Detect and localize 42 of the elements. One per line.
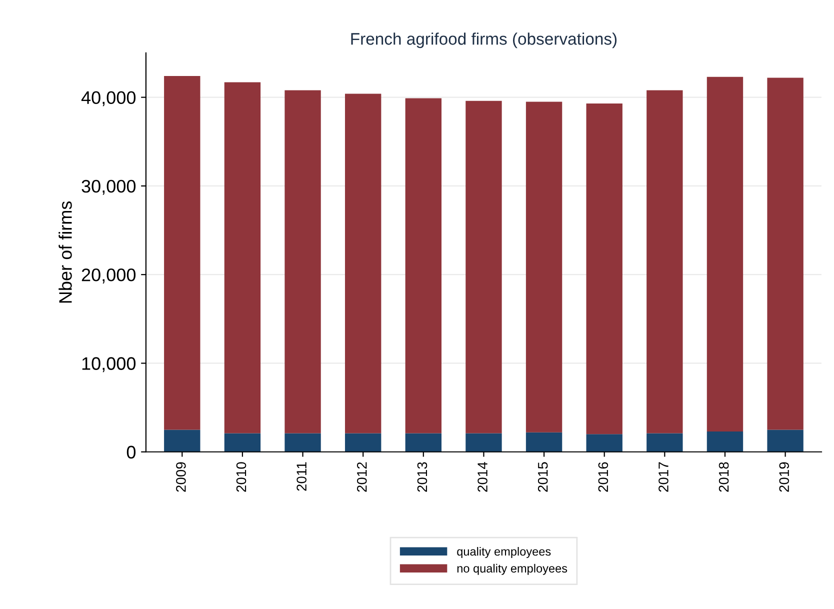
bar <box>706 76 744 432</box>
bar <box>526 432 562 452</box>
bar <box>164 430 200 452</box>
bar <box>224 433 261 452</box>
y-tick-label: 30,000 <box>82 180 136 195</box>
bar <box>767 78 804 430</box>
y-tick-label: 10,000 <box>82 357 136 372</box>
x-tick-label: 2019 <box>779 462 790 492</box>
x-tick-label: 2017 <box>658 462 668 492</box>
y-tick-label: 20,000 <box>82 268 136 284</box>
x-tick-label: 2012 <box>356 462 367 492</box>
bar <box>284 433 321 452</box>
bar <box>466 100 502 434</box>
x-tick-label: 2015 <box>538 462 548 492</box>
legend-label: quality employees <box>457 547 551 558</box>
bar <box>526 102 562 432</box>
bar <box>466 433 502 452</box>
x-tick-label: 2013 <box>417 462 428 492</box>
y-tick-label: 40,000 <box>81 91 136 106</box>
bar <box>706 431 744 452</box>
legend-label: no quality employees <box>457 564 568 575</box>
bar <box>344 433 382 452</box>
bar <box>284 90 321 434</box>
bar <box>344 94 382 434</box>
bar <box>586 104 622 434</box>
bar <box>164 76 200 430</box>
x-tick-label: 2011 <box>296 462 306 491</box>
bar <box>586 434 622 452</box>
bar <box>224 82 261 434</box>
x-tick-label: 2010 <box>236 462 246 492</box>
bar <box>405 433 442 452</box>
bar <box>405 98 442 434</box>
x-tick-label: 2009 <box>176 462 186 492</box>
x-tick-label: 2018 <box>718 462 729 492</box>
y-axis-title: Nber of firms <box>58 201 72 303</box>
bar <box>646 90 683 434</box>
x-tick-label: 2016 <box>598 462 608 492</box>
chart-title: French agrifood firms (observations) <box>351 32 617 48</box>
y-tick-label: 0 <box>126 446 136 459</box>
bar <box>767 430 804 452</box>
x-tick-label: 2014 <box>478 462 488 492</box>
bar <box>646 433 683 452</box>
